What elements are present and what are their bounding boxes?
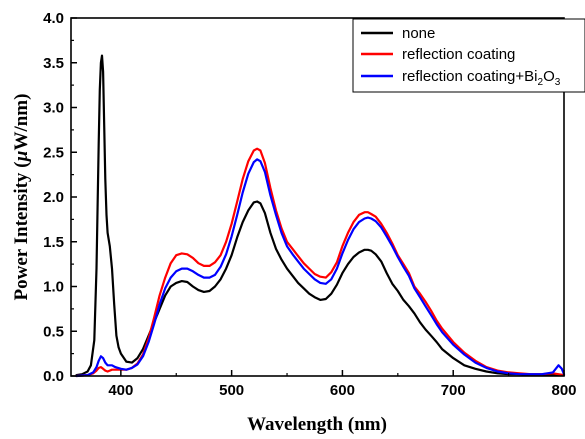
x-tick-label: 600	[330, 382, 355, 399]
legend-label-none: none	[402, 25, 435, 42]
y-tick-label: 1.5	[43, 234, 64, 251]
legend-label-reflection: reflection coating	[402, 46, 515, 63]
series-layer	[75, 54, 566, 378]
legend-label-bi2o3-prefix: reflection coating+Bi	[402, 68, 538, 85]
y-axis-title-part-2: W/nm)	[11, 94, 32, 151]
ticks-layer: 0.0 0.5 1.0 1.5 2.0 2.5 3.0 3.5 4.0 400 500 600 700 8…	[43, 10, 576, 399]
y-tick-label: 4.0	[43, 10, 64, 27]
legend-label-bi2o3-sub2: 3	[555, 77, 561, 88]
x-tick-label: 400	[108, 382, 133, 399]
x-axis-title: Wavelength (nm)	[247, 414, 387, 435]
x-tick-label: 700	[441, 382, 466, 399]
y-axis-title: Power Intensity (µW/nm)	[11, 94, 32, 301]
y-tick-label: 3.0	[43, 100, 64, 117]
y-tick-label: 3.5	[43, 55, 64, 72]
y-tick-label: 2.5	[43, 144, 64, 161]
x-tick-label: 500	[219, 382, 244, 399]
x-tick-label: 800	[551, 382, 576, 399]
series-line-2	[75, 158, 566, 378]
legend-box	[352, 18, 585, 93]
legend-label-bi2o3-mid: O	[543, 68, 555, 85]
y-tick-label: 0.5	[43, 323, 64, 340]
y-tick-label: 0.0	[43, 368, 64, 385]
y-axis-title-mu: µ	[11, 150, 32, 162]
series-line-0	[75, 54, 566, 377]
y-axis-title-part-1: Power Intensity (	[11, 161, 32, 300]
legend: none reflection coating reflection coati…	[352, 18, 585, 93]
y-tick-label: 1.0	[43, 279, 64, 296]
legend-label-bi2o3-sub1: 2	[538, 77, 544, 88]
y-tick-label: 2.0	[43, 189, 64, 206]
legend-label-bi2o3: reflection coating+Bi2O3	[402, 68, 561, 88]
